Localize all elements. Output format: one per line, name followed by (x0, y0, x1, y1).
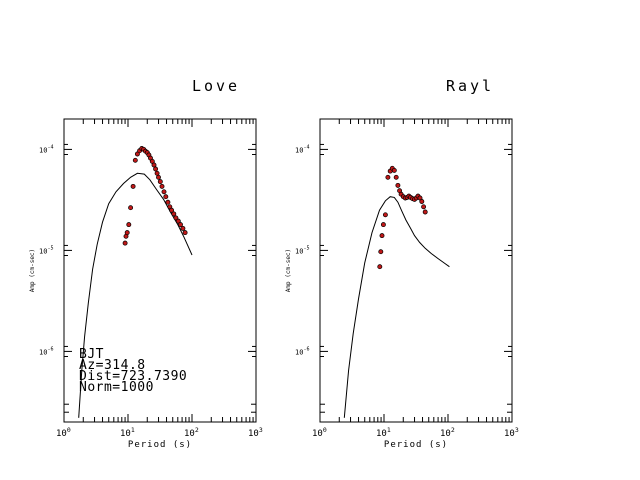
distance-label: Dist=723.7390 (79, 369, 188, 384)
y-tick-label: 10-6 (295, 346, 310, 356)
observed-point (151, 162, 157, 168)
x-axis-label: Period (s) (384, 440, 448, 450)
observed-point (379, 233, 385, 239)
observed-point (159, 183, 165, 189)
plot-frame (63, 118, 257, 423)
observed-point (419, 199, 425, 204)
y-tick-label: 10-4 (39, 144, 54, 154)
observed-point (165, 199, 171, 205)
observed-point (132, 157, 138, 163)
observed-point (122, 240, 128, 246)
observed-point (377, 264, 383, 270)
y-tick-label: 10-5 (39, 245, 54, 255)
observed-point (163, 194, 169, 200)
observed-point (378, 249, 384, 255)
observed-point (157, 179, 163, 185)
observed-point (393, 174, 399, 180)
observed-point (128, 205, 134, 211)
y-tick-label: 10-4 (295, 144, 310, 154)
observed-point (134, 151, 140, 157)
observed-point (382, 212, 388, 218)
x-tick-label: 100 (56, 426, 71, 439)
panel-title: Love (192, 77, 240, 95)
observed-point (171, 211, 177, 217)
love-panel: 10-6 10-5 10-4 100 101 102 103 Period (s) Amp (c… (29, 77, 263, 450)
observed-point (422, 209, 428, 215)
y-tick-label: 10-5 (295, 245, 310, 255)
observed-point (130, 183, 136, 189)
observed-point (421, 204, 427, 210)
observed-point (178, 222, 183, 228)
y-axis-label: Amp (cm-sec) (285, 249, 292, 292)
observed-point (380, 222, 386, 228)
observed-point (169, 207, 175, 213)
x-tick-label: 102 (440, 426, 455, 439)
observed-point (395, 182, 401, 188)
theoretical-curve (343, 196, 450, 418)
observed-point (153, 166, 159, 172)
observed-point (180, 225, 186, 231)
observed-point (154, 170, 160, 176)
observed-point (391, 167, 397, 173)
observed-point (124, 230, 130, 236)
x-tick-label: 103 (504, 426, 519, 439)
observed-point (385, 174, 391, 180)
observed-point (182, 230, 188, 236)
station-info: BJT Az=314.8 Dist=723.7390 Norm=1000 (79, 347, 188, 395)
panel-title: Rayl (446, 77, 494, 95)
observed-point (173, 215, 179, 221)
observed-point (126, 222, 132, 228)
rayleigh-panel: 10-6 10-5 10-4 100 101 102 103 Period (s) Amp (c… (285, 77, 519, 450)
y-axis-label: Amp (cm-sec) (29, 249, 36, 292)
azimuth-label: Az=314.8 (79, 358, 146, 373)
y-tick-label: 10-6 (39, 346, 54, 356)
station-code: BJT (79, 347, 104, 362)
x-tick-label: 103 (248, 426, 263, 439)
plot-frame (319, 118, 513, 423)
x-axis-label: Period (s) (128, 440, 192, 450)
observed-point (156, 174, 161, 180)
x-tick-label: 100 (312, 426, 327, 439)
observed-point (175, 218, 181, 224)
x-tick-label: 101 (120, 426, 135, 439)
norm-label: Norm=1000 (79, 380, 154, 395)
observed-point (161, 189, 167, 195)
x-tick-label: 101 (376, 426, 391, 439)
x-tick-label: 102 (184, 426, 199, 439)
